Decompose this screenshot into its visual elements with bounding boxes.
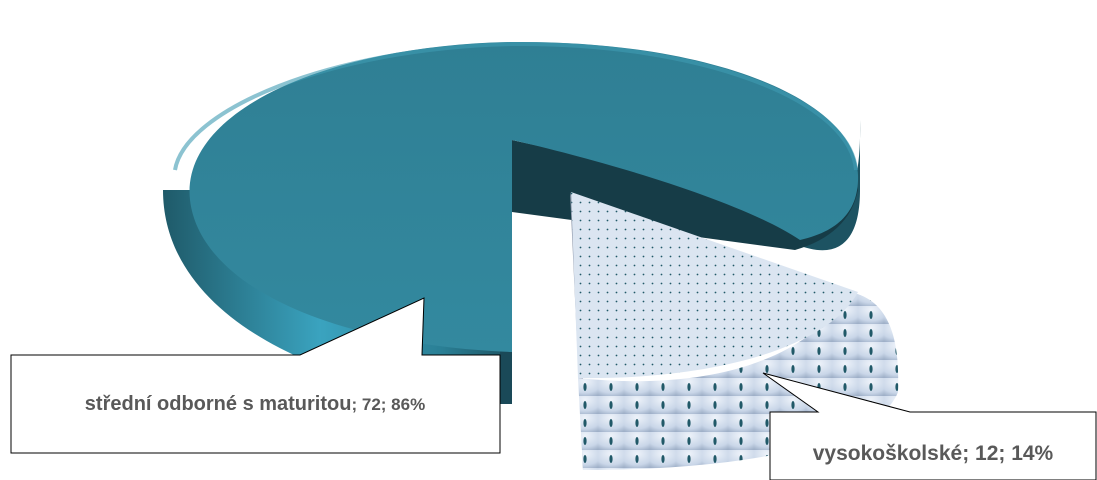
label-1-name: vysokoškolské: [813, 442, 962, 465]
callout-box-1: [762, 372, 1097, 480]
data-label-vysokoskolske: vysokoškolské; 12; 14%: [762, 372, 1097, 480]
label-1-percent: 14%: [1011, 442, 1053, 465]
slice-0-side: [163, 190, 512, 404]
slice-0-top: [189, 41, 859, 352]
slice-0-rim: [173, 41, 858, 171]
label-0-name: střední odborné s maturitou: [85, 393, 352, 415]
label-0-sep-1: ;: [351, 395, 361, 414]
label-1-value: 12: [975, 442, 998, 465]
svg-text:vysokoškolské; 12; 14%: vysokoškolské; 12; 14%: [813, 442, 1054, 465]
slice-1-top: [571, 192, 858, 379]
callout-box-0: [10, 297, 501, 454]
data-label-stredni-odborne: střední odborné s maturitou; 72; 86%: [10, 297, 501, 454]
label-1-sep-1: ;: [962, 442, 975, 465]
label-0-sep-2: ;: [381, 395, 391, 414]
label-0-percent: 86%: [391, 395, 425, 414]
svg-text:střední odborné s maturitou; 7: střední odborné s maturitou; 72; 86%: [85, 393, 425, 415]
label-1-sep-2: ;: [998, 442, 1011, 465]
label-0-value: 72: [362, 395, 381, 414]
